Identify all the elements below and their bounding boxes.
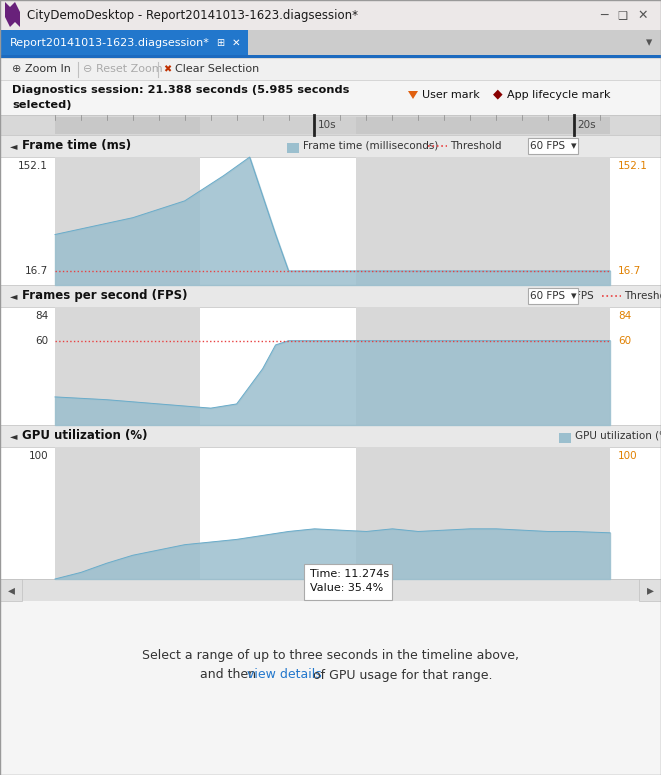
Bar (0, 135, 661, 157)
Text: and then view details of GPU usage for that range.: and then view details of GPU usage for t… (171, 669, 489, 681)
Bar (0, 307, 661, 425)
Text: ✕: ✕ (231, 38, 241, 48)
Text: 60: 60 (35, 336, 48, 346)
Bar (356, 117, 610, 134)
Text: 20s: 20s (577, 120, 596, 130)
Text: Time: 11.274s: Time: 11.274s (309, 569, 389, 579)
Bar (55, 307, 200, 425)
Text: selected): selected) (12, 100, 71, 110)
Text: 60: 60 (618, 336, 631, 346)
Text: 16.7: 16.7 (618, 266, 641, 276)
Bar (55, 447, 200, 579)
Bar (0, 157, 661, 285)
Text: ✖: ✖ (163, 64, 171, 74)
Bar (0, 58, 661, 80)
Bar (528, 138, 578, 154)
Text: Frame time (ms): Frame time (ms) (22, 140, 131, 153)
Bar (0, 30, 661, 55)
Bar (560, 293, 572, 303)
Bar (287, 143, 299, 153)
Text: Threshold: Threshold (450, 141, 502, 151)
Text: 100: 100 (618, 451, 638, 461)
Text: ▾: ▾ (571, 291, 576, 301)
Text: 84: 84 (35, 311, 48, 321)
Text: ─: ─ (600, 9, 607, 22)
Bar (639, 579, 661, 601)
Text: and then: and then (200, 669, 260, 681)
Bar (55, 157, 200, 285)
Text: ❑: ❑ (617, 10, 627, 20)
Text: ◄: ◄ (10, 141, 17, 151)
Text: 100: 100 (28, 451, 48, 461)
Text: Zoom In: Zoom In (25, 64, 71, 74)
Text: ◆: ◆ (493, 88, 503, 101)
Text: ▸: ▸ (646, 583, 654, 597)
Text: 152.1: 152.1 (618, 161, 648, 171)
Text: Value: 35.4%: Value: 35.4% (309, 583, 383, 593)
Text: ▾: ▾ (571, 141, 576, 151)
Bar (0, 55, 661, 58)
Bar (0, 115, 661, 135)
Bar (303, 564, 391, 600)
Bar (356, 447, 610, 579)
Text: GPU utilization (%): GPU utilization (%) (22, 429, 147, 443)
Text: ⊕: ⊕ (12, 64, 21, 74)
Bar (528, 288, 578, 304)
Bar (0, 425, 661, 447)
Bar (0, 579, 22, 601)
Text: 60 FPS: 60 FPS (530, 291, 565, 301)
Text: 60 FPS: 60 FPS (530, 141, 565, 151)
Text: 10s: 10s (317, 120, 336, 130)
Bar (55, 117, 200, 134)
Bar (0, 601, 661, 775)
Text: 152.1: 152.1 (18, 161, 48, 171)
Text: FPS: FPS (575, 291, 594, 301)
Bar (0, 447, 661, 579)
Bar (559, 433, 571, 443)
Bar (0, 285, 661, 307)
Polygon shape (5, 2, 20, 27)
Text: Diagnostics session: 21.388 seconds (5.985 seconds: Diagnostics session: 21.388 seconds (5.9… (12, 85, 350, 95)
Text: Frames per second (FPS): Frames per second (FPS) (22, 290, 188, 302)
Bar (0, 0, 661, 30)
Bar (0, 80, 661, 115)
Text: Reset Zoom: Reset Zoom (96, 64, 163, 74)
Text: User mark: User mark (422, 90, 480, 100)
Text: ✕: ✕ (638, 9, 648, 22)
Text: CityDemoDesktop - Report20141013-1623.diagsession*: CityDemoDesktop - Report20141013-1623.di… (27, 9, 358, 22)
Text: ◄: ◄ (10, 431, 17, 441)
Text: ◄: ◄ (10, 291, 17, 301)
Polygon shape (408, 91, 418, 99)
Text: ⊞: ⊞ (216, 38, 224, 48)
Text: 16.7: 16.7 (24, 266, 48, 276)
Text: of GPU usage for that range.: of GPU usage for that range. (309, 669, 492, 681)
Bar (200, 117, 356, 134)
Text: Report20141013-1623.diagsession*: Report20141013-1623.diagsession* (10, 38, 210, 48)
Text: view details: view details (247, 669, 321, 681)
Text: ◂: ◂ (7, 583, 15, 597)
Text: App lifecycle mark: App lifecycle mark (507, 90, 611, 100)
Bar (356, 307, 610, 425)
Text: GPU utilization (%): GPU utilization (%) (575, 431, 661, 441)
Text: ▾: ▾ (646, 36, 652, 50)
Bar (0, 579, 661, 601)
Text: Select a range of up to three seconds in the timeline above,: Select a range of up to three seconds in… (141, 649, 518, 662)
Text: Frame time (milliseconds): Frame time (milliseconds) (303, 141, 438, 151)
Text: 84: 84 (618, 311, 631, 321)
Text: ⊖: ⊖ (83, 64, 93, 74)
Text: Clear Selection: Clear Selection (175, 64, 259, 74)
Bar (356, 157, 610, 285)
Bar (0, 30, 248, 55)
Text: Threshold: Threshold (624, 291, 661, 301)
